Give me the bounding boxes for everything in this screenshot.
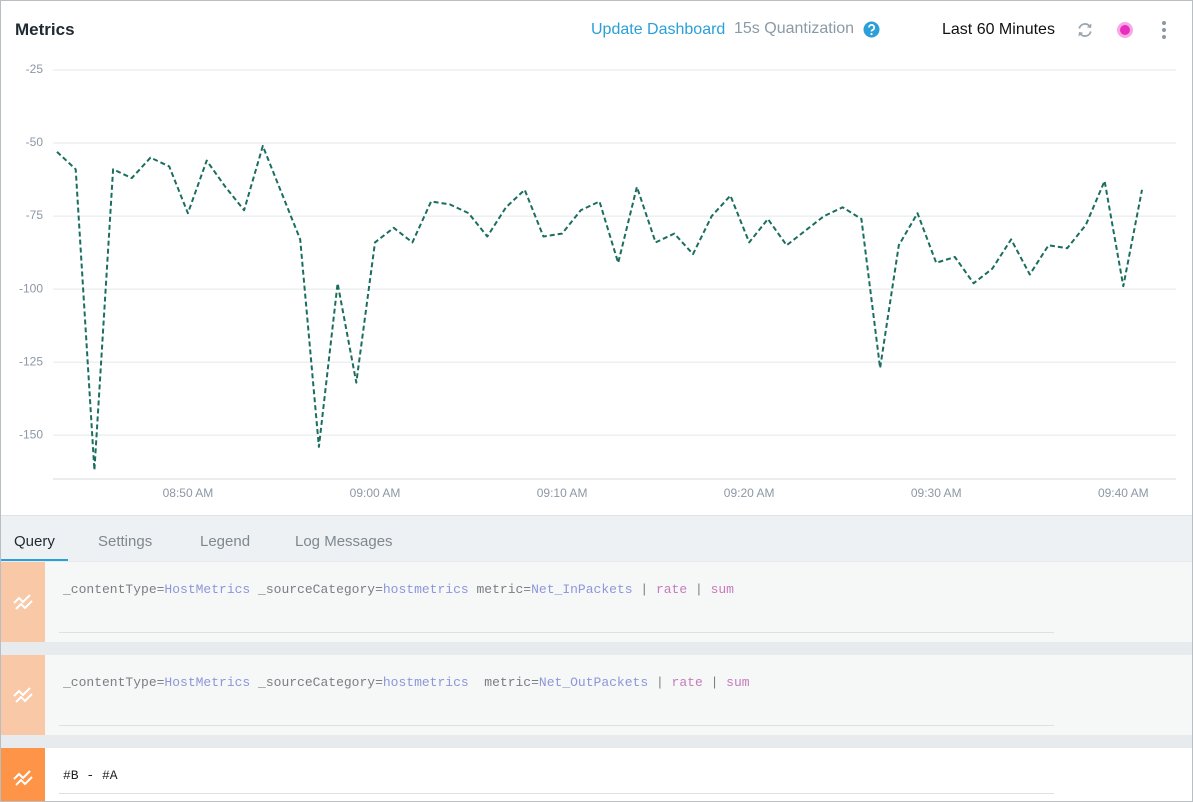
query-token: _sourceCategory=: [250, 675, 383, 690]
query-list: _contentType=HostMetrics _sourceCategory…: [1, 561, 1192, 801]
panel-title: Metrics: [15, 20, 75, 39]
query-token: sum: [710, 582, 734, 597]
query-token: hostmetrics: [382, 675, 469, 690]
x-tick-label: 08:50 AM: [163, 486, 214, 500]
query-icon[interactable]: [1, 655, 45, 735]
query-token: HostMetrics: [164, 582, 251, 597]
y-tick-label: -100: [19, 281, 43, 295]
query-token: _sourceCategory=: [250, 582, 383, 597]
time-range[interactable]: Last 60 Minutes: [942, 21, 1055, 38]
query-token: sum: [726, 675, 750, 690]
tab[interactable]: Log Messages: [295, 533, 393, 550]
update-dashboard-link[interactable]: Update Dashboard: [591, 21, 726, 38]
query-row: _contentType=HostMetrics _sourceCategory…: [1, 562, 1192, 642]
x-tick-label: 09:10 AM: [537, 486, 588, 500]
tab-bar: Query Settings Legend Log Messages: [1, 515, 1192, 562]
x-tick-label: 09:30 AM: [911, 486, 962, 500]
y-tick-label: -125: [19, 354, 43, 368]
query-token: |: [632, 582, 656, 597]
query-text[interactable]: _contentType=HostMetrics _sourceCategory…: [63, 582, 734, 597]
query-token: _contentType=: [63, 675, 165, 690]
query-token: |: [687, 582, 711, 597]
x-tick-label: 09:20 AM: [724, 486, 775, 500]
query-token: rate: [671, 675, 703, 690]
y-tick-label: -75: [26, 208, 44, 222]
refresh-icon[interactable]: [1076, 21, 1094, 39]
query-text[interactable]: #B - #A: [63, 768, 118, 783]
data-line: [56, 145, 1143, 472]
query-token: hostmetrics: [382, 582, 469, 597]
query-token: _contentType=: [63, 582, 165, 597]
query-token: metric=: [468, 675, 539, 690]
quantization[interactable]: 15s Quantization: [734, 20, 855, 37]
query-token: metric=: [468, 582, 532, 597]
query-icon[interactable]: [1, 562, 45, 642]
query-token: |: [648, 675, 672, 690]
query-token: |: [702, 675, 727, 690]
query-icon[interactable]: [1, 748, 45, 801]
query-underline: [59, 725, 1054, 726]
more-menu[interactable]: [1158, 20, 1170, 40]
chart: -25 -50 -75 -100 -125 -150 08:50 AM 09:00 AM 09:…: [19, 62, 1176, 500]
query-token: Net_InPackets: [531, 582, 633, 597]
query-row: _contentType=HostMetrics _sourceCategory…: [1, 655, 1192, 735]
query-token: Net_OutPackets: [538, 675, 649, 690]
x-tick-label: 09:00 AM: [350, 486, 401, 500]
query-token: HostMetrics: [164, 675, 251, 690]
query-text[interactable]: _contentType=HostMetrics _sourceCategory…: [63, 675, 750, 690]
y-tick-label: -150: [19, 427, 43, 441]
y-tick-label: -25: [26, 62, 44, 76]
query-token: rate: [655, 582, 688, 597]
x-tick-label: 09:40 AM: [1098, 486, 1149, 500]
active-tab-indicator: [1, 559, 68, 562]
live-mode-toggle[interactable]: [1116, 21, 1134, 39]
query-underline: [59, 632, 1054, 633]
tab[interactable]: Query: [14, 533, 55, 550]
query-underline: [59, 793, 1054, 794]
query-token: #B - #A: [63, 768, 118, 783]
help-icon[interactable]: [863, 21, 880, 38]
y-tick-label: -50: [26, 135, 44, 149]
tab[interactable]: Settings: [98, 533, 153, 550]
query-row: #B - #A: [1, 748, 1192, 801]
tab[interactable]: Legend: [200, 533, 251, 550]
